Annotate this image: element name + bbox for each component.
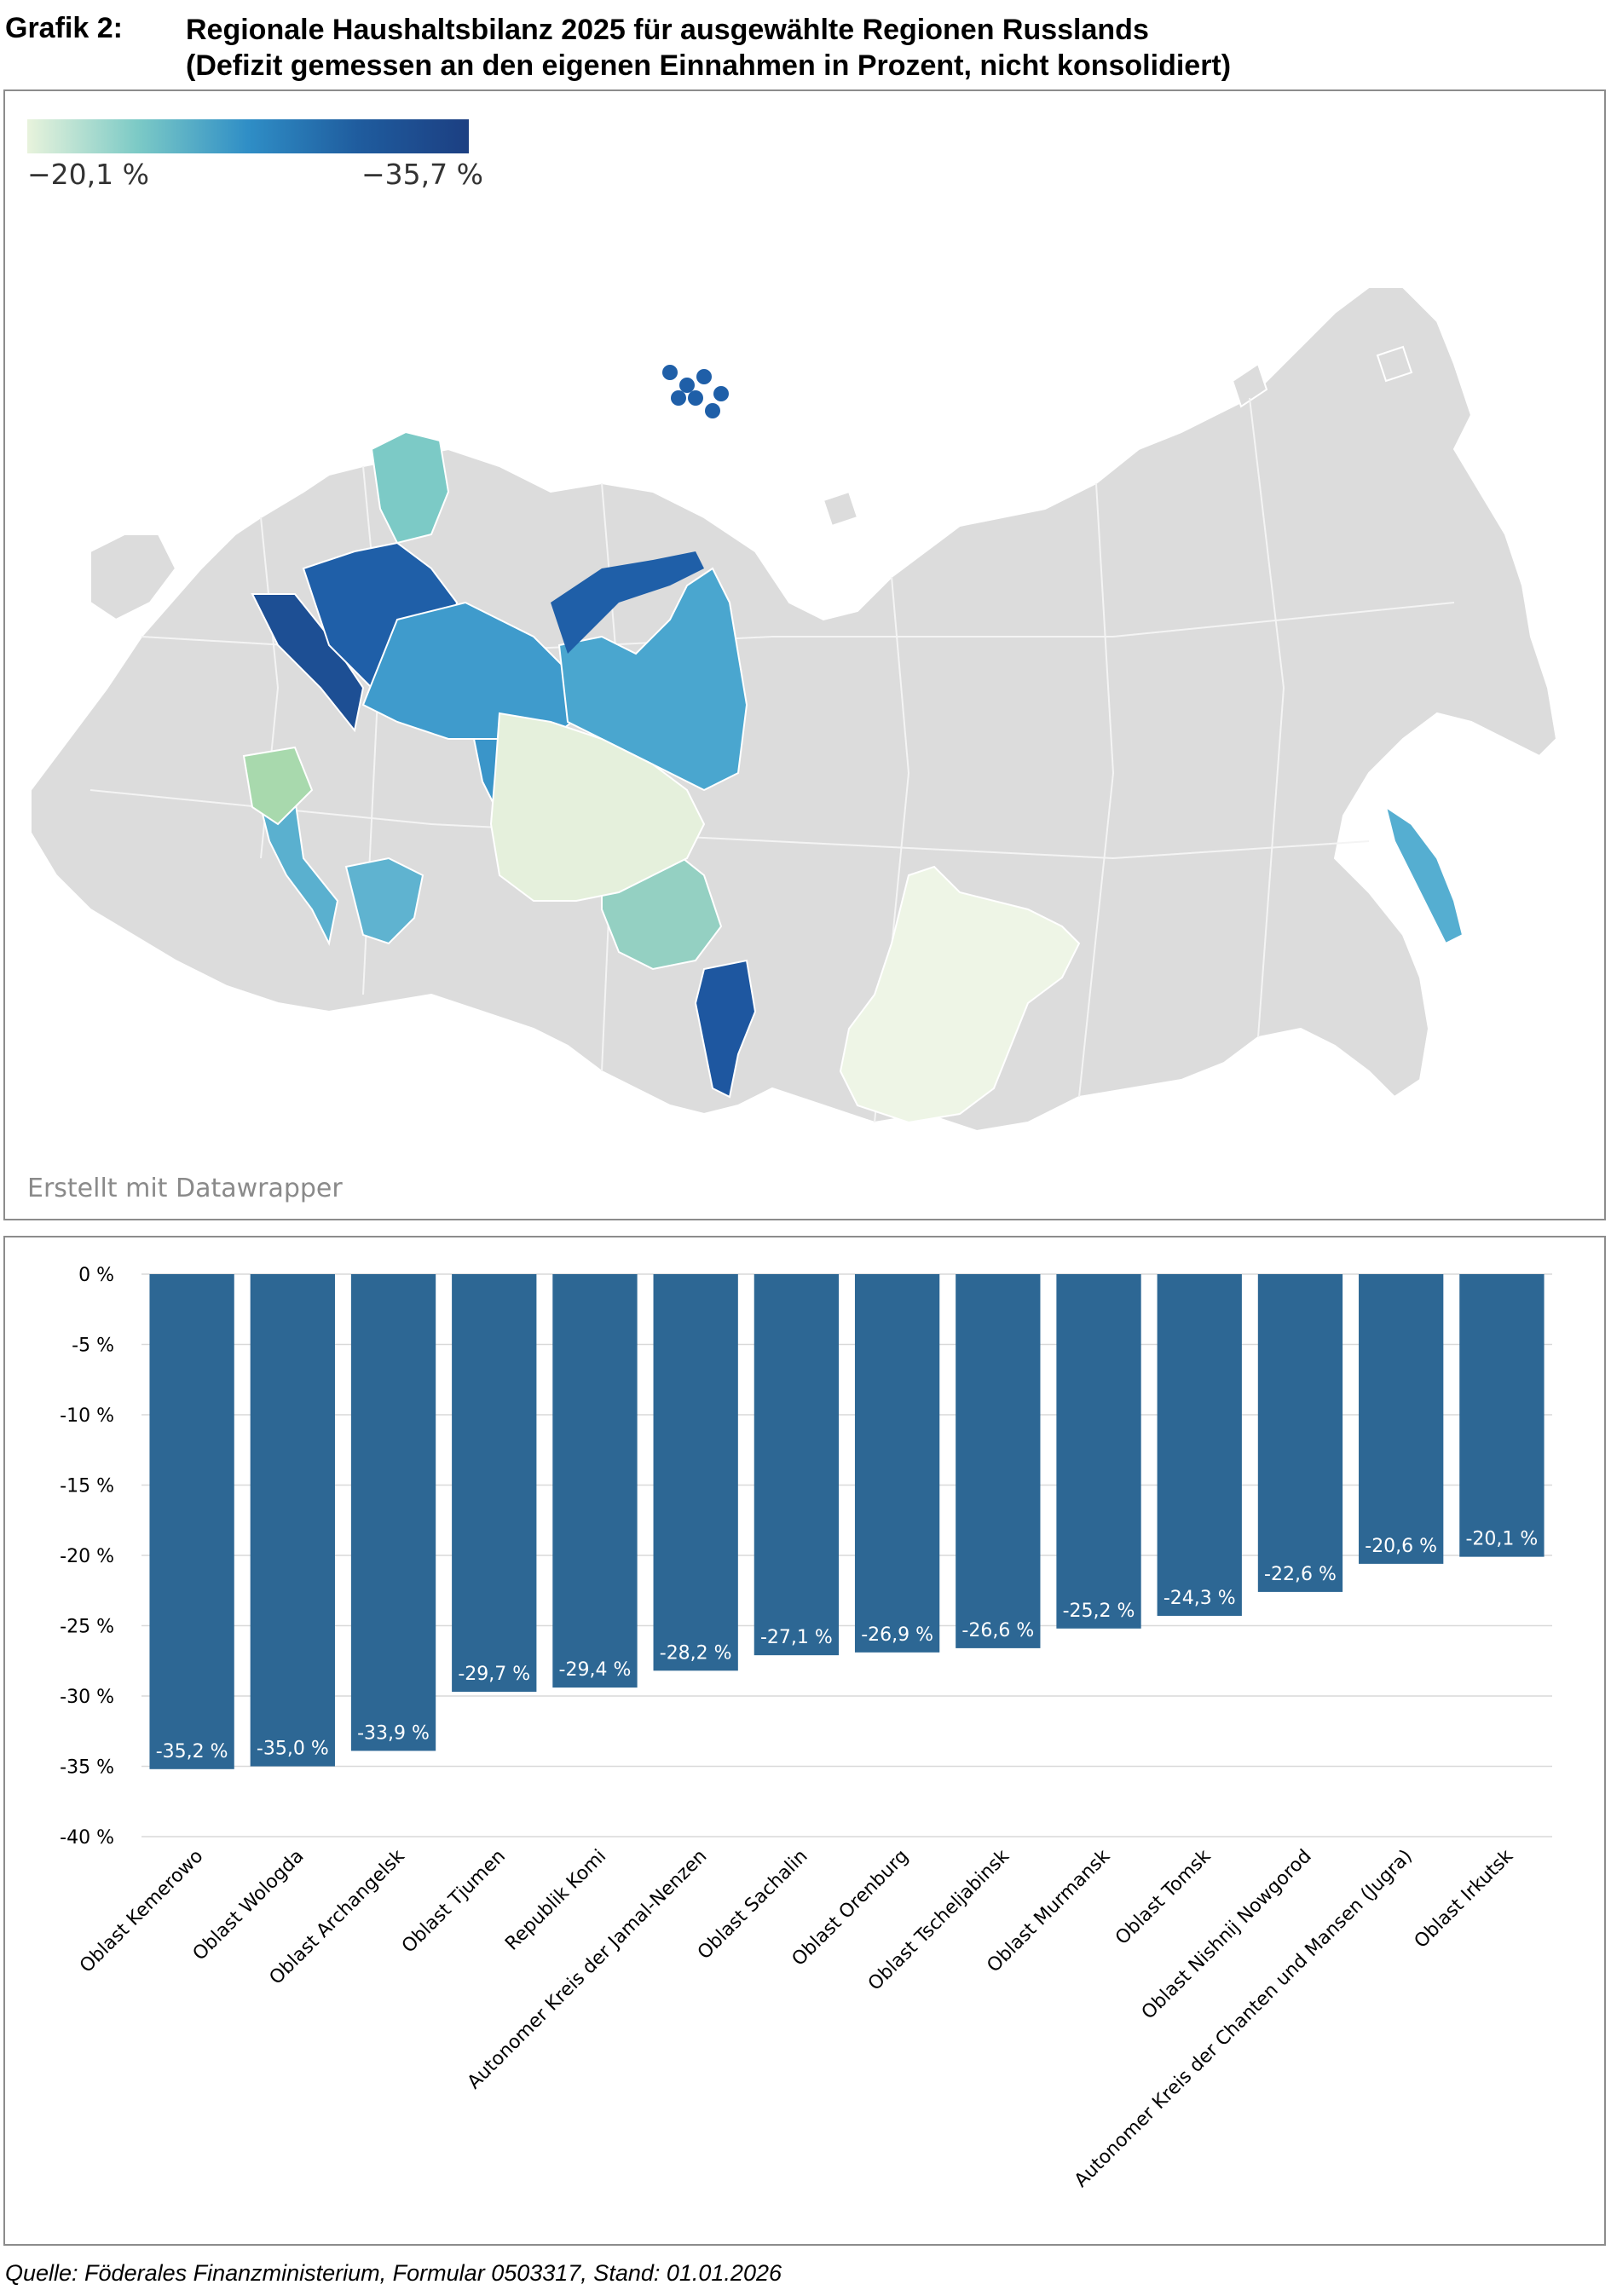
bar: [452, 1274, 537, 1693]
bar: [149, 1274, 234, 1769]
map-island-franz-josef-1: [679, 378, 695, 393]
bar: [956, 1274, 1041, 1648]
y-tick-label: -40 %: [60, 1827, 114, 1849]
map-region-oblast-sachalin: [1384, 805, 1464, 945]
legend-min-label: −20,1 %: [27, 158, 149, 191]
map-region-oblast-orenburg: [259, 797, 339, 947]
map-base-land-3: [1376, 345, 1413, 383]
x-category-label: Oblast Wologda: [189, 1846, 309, 1965]
bar-value-label: -29,4 %: [559, 1659, 632, 1681]
bar-value-label: -26,9 %: [861, 1624, 933, 1646]
bar-value-label: -35,0 %: [257, 1739, 329, 1760]
map-internal-border-5: [1249, 397, 1285, 1038]
bar: [552, 1274, 638, 1688]
x-category-label: Oblast Tjumen: [398, 1846, 510, 1958]
x-category-label: Oblast Tomsk: [1112, 1845, 1215, 1949]
map-base-land-0: [30, 286, 1558, 1133]
map-base-land-2: [1231, 362, 1268, 408]
bar-value-label: -24,3 %: [1164, 1588, 1236, 1609]
y-tick-label: -30 %: [60, 1687, 114, 1708]
color-legend-gradient: [27, 119, 469, 153]
bar-value-label: -33,9 %: [357, 1722, 430, 1744]
map-internal-border-4: [1078, 482, 1115, 1098]
x-category-label: Republik Komi: [501, 1846, 610, 1955]
y-tick-label: -10 %: [60, 1405, 114, 1427]
bar-value-label: -29,7 %: [458, 1664, 530, 1685]
map-island-franz-josef-5: [705, 403, 720, 418]
bar: [1157, 1274, 1242, 1616]
map-island-franz-josef-3: [688, 390, 703, 406]
y-tick-label: -25 %: [60, 1617, 114, 1638]
bar: [1257, 1274, 1343, 1592]
bar-chart: 0 % -5 % -10 % -15 % -20 % -25 % -30 % -35 % -40…: [60, 1265, 1552, 2192]
map-region-oblast-murmansk: [370, 430, 450, 545]
map-island-franz-josef-4: [713, 386, 729, 401]
y-tick-label: -35 %: [60, 1757, 114, 1779]
russia-choropleth-map: [30, 286, 1558, 1133]
x-category-label: Oblast Nishnij Nowgorod: [1138, 1846, 1316, 2024]
bar-value-label: -35,2 %: [156, 1741, 228, 1762]
figure-label: Grafik 2:: [5, 12, 123, 44]
title-line-1: Regionale Haushaltsbilanz 2025 für ausge…: [186, 14, 1149, 46]
chart-header: Grafik 2: Regionale Haushaltsbilanz 2025…: [0, 7, 1611, 84]
bar-value-label: -20,6 %: [1365, 1536, 1437, 1557]
bar-value-label: -20,1 %: [1465, 1529, 1538, 1550]
bar: [250, 1274, 335, 1767]
x-category-label: Oblast Sachalin: [694, 1846, 812, 1964]
map-base-land-1: [90, 534, 177, 621]
x-category-label: Autonomer Kreis der Chanten und Mansen (…: [1071, 1846, 1417, 2192]
bar-value-label: -28,2 %: [660, 1642, 732, 1664]
map-region-autonomer-kreis-der-chanten-und-mansen-jugra: [489, 712, 706, 902]
bar: [754, 1274, 840, 1656]
map-island-franz-josef-0: [662, 365, 678, 380]
x-category-label: Oblast Kemerowo: [76, 1846, 207, 1977]
y-tick-label: -5 %: [72, 1335, 114, 1357]
y-tick-label: 0 %: [78, 1265, 114, 1286]
map-region-oblast-irkutsk: [839, 865, 1081, 1124]
bar-value-label: -22,6 %: [1264, 1564, 1337, 1585]
datawrapper-credit: Erstellt mit Datawrapper: [27, 1174, 343, 1203]
map-island-novaya-zemlya: [551, 551, 704, 654]
y-tick-label: -20 %: [60, 1546, 114, 1567]
map-region-oblast-kemerowo: [694, 959, 757, 1099]
bar: [854, 1274, 940, 1653]
map-internal-border-7: [90, 789, 1370, 860]
bar: [350, 1274, 436, 1751]
figure-title: Regionale Haushaltsbilanz 2025 für ausge…: [186, 12, 1231, 84]
source-note: Quelle: Föderales Finanzministerium, For…: [5, 2260, 782, 2286]
bar: [653, 1274, 738, 1671]
y-tick-label: -15 %: [60, 1476, 114, 1497]
bar-value-label: -25,2 %: [1063, 1601, 1135, 1622]
bar: [1359, 1274, 1444, 1564]
map-base-land-4: [822, 490, 859, 528]
map-region-oblast-nishnij-nowgorod: [242, 746, 314, 826]
bar-chart-panel: 0 % -5 % -10 % -15 % -20 % -25 % -30 % -35 % -40…: [3, 1236, 1606, 2246]
bar: [1459, 1274, 1545, 1557]
bar-value-label: -27,1 %: [760, 1627, 833, 1648]
legend-max-label: −35,7 %: [361, 158, 483, 191]
bar-value-label: -26,6 %: [961, 1620, 1034, 1641]
bar: [1056, 1274, 1141, 1629]
title-line-2: (Defizit gemessen an den eigenen Einnahm…: [186, 49, 1232, 82]
map-panel: −20,1 % −35,7 % Erstellt mit Datawrapper: [3, 89, 1606, 1220]
x-category-label: Oblast Irkutsk: [1411, 1845, 1518, 1953]
map-region-oblast-wologda: [251, 593, 365, 733]
map-island-franz-josef-2: [696, 369, 712, 384]
map-region-oblast-tscheljabinsk: [344, 857, 424, 945]
map-island-franz-josef-6: [671, 390, 686, 406]
